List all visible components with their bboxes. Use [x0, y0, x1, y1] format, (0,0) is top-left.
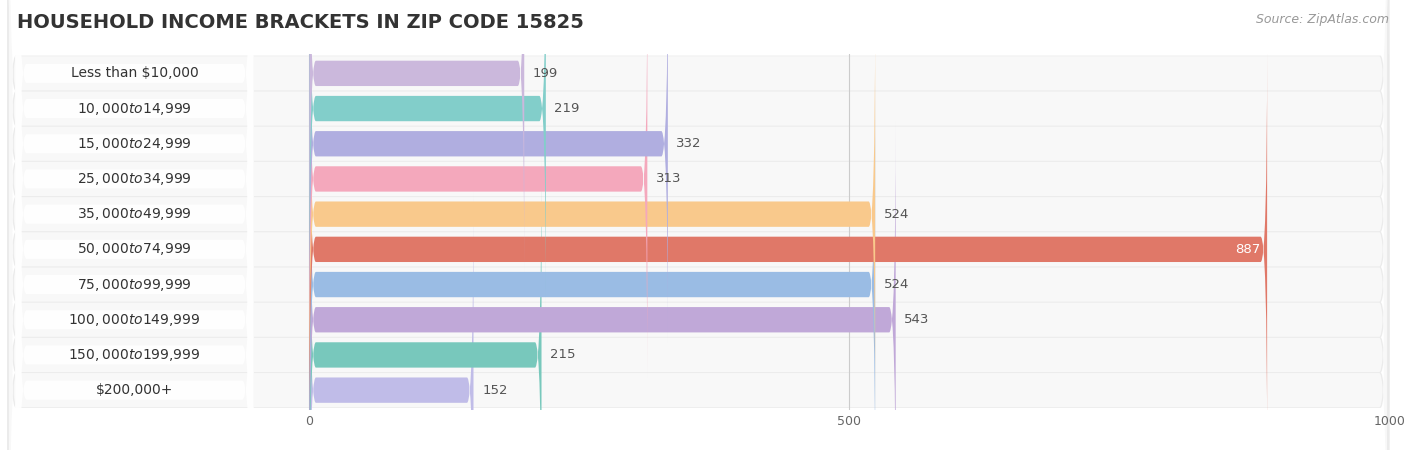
- FancyBboxPatch shape: [15, 13, 253, 450]
- FancyBboxPatch shape: [309, 51, 1267, 448]
- FancyBboxPatch shape: [15, 0, 253, 450]
- FancyBboxPatch shape: [309, 192, 474, 450]
- Text: $25,000 to $34,999: $25,000 to $34,999: [77, 171, 191, 187]
- Text: $10,000 to $14,999: $10,000 to $14,999: [77, 100, 191, 117]
- Text: 199: 199: [533, 67, 558, 80]
- FancyBboxPatch shape: [7, 21, 1389, 450]
- Text: 152: 152: [482, 384, 508, 396]
- Text: 332: 332: [676, 137, 702, 150]
- FancyBboxPatch shape: [309, 86, 875, 450]
- FancyBboxPatch shape: [10, 0, 1386, 338]
- Text: Source: ZipAtlas.com: Source: ZipAtlas.com: [1256, 14, 1389, 27]
- FancyBboxPatch shape: [309, 157, 541, 450]
- FancyBboxPatch shape: [7, 0, 1389, 337]
- Text: 524: 524: [884, 278, 910, 291]
- Text: $150,000 to $199,999: $150,000 to $199,999: [69, 347, 201, 363]
- FancyBboxPatch shape: [10, 90, 1386, 450]
- FancyBboxPatch shape: [15, 0, 253, 450]
- FancyBboxPatch shape: [15, 0, 253, 416]
- Text: 543: 543: [904, 313, 929, 326]
- FancyBboxPatch shape: [10, 0, 1386, 373]
- FancyBboxPatch shape: [15, 0, 253, 450]
- Text: 313: 313: [657, 172, 682, 185]
- FancyBboxPatch shape: [7, 0, 1389, 450]
- Text: Less than $10,000: Less than $10,000: [70, 66, 198, 81]
- Text: $50,000 to $74,999: $50,000 to $74,999: [77, 241, 191, 257]
- Text: 524: 524: [884, 207, 910, 220]
- FancyBboxPatch shape: [10, 126, 1386, 450]
- FancyBboxPatch shape: [10, 0, 1386, 443]
- FancyBboxPatch shape: [15, 0, 253, 450]
- Text: 215: 215: [550, 348, 575, 361]
- FancyBboxPatch shape: [7, 56, 1389, 450]
- FancyBboxPatch shape: [15, 0, 253, 450]
- FancyBboxPatch shape: [7, 0, 1389, 443]
- Text: $75,000 to $99,999: $75,000 to $99,999: [77, 277, 191, 292]
- FancyBboxPatch shape: [15, 48, 253, 450]
- FancyBboxPatch shape: [10, 55, 1386, 450]
- FancyBboxPatch shape: [7, 0, 1389, 372]
- Text: $200,000+: $200,000+: [96, 383, 173, 397]
- Text: $35,000 to $49,999: $35,000 to $49,999: [77, 206, 191, 222]
- FancyBboxPatch shape: [10, 161, 1386, 450]
- FancyBboxPatch shape: [10, 0, 1386, 408]
- FancyBboxPatch shape: [309, 0, 524, 272]
- FancyBboxPatch shape: [10, 0, 1386, 303]
- Text: 887: 887: [1236, 243, 1261, 256]
- Text: $100,000 to $149,999: $100,000 to $149,999: [69, 312, 201, 328]
- FancyBboxPatch shape: [7, 0, 1389, 408]
- FancyBboxPatch shape: [7, 0, 1389, 450]
- FancyBboxPatch shape: [309, 121, 896, 450]
- FancyBboxPatch shape: [15, 0, 253, 450]
- FancyBboxPatch shape: [10, 20, 1386, 450]
- FancyBboxPatch shape: [309, 0, 668, 342]
- Text: HOUSEHOLD INCOME BRACKETS IN ZIP CODE 15825: HOUSEHOLD INCOME BRACKETS IN ZIP CODE 15…: [17, 14, 583, 32]
- FancyBboxPatch shape: [7, 91, 1389, 450]
- FancyBboxPatch shape: [7, 126, 1389, 450]
- FancyBboxPatch shape: [309, 16, 875, 413]
- Text: 219: 219: [554, 102, 579, 115]
- FancyBboxPatch shape: [15, 0, 253, 450]
- FancyBboxPatch shape: [309, 0, 546, 307]
- FancyBboxPatch shape: [309, 0, 647, 378]
- Text: $15,000 to $24,999: $15,000 to $24,999: [77, 136, 191, 152]
